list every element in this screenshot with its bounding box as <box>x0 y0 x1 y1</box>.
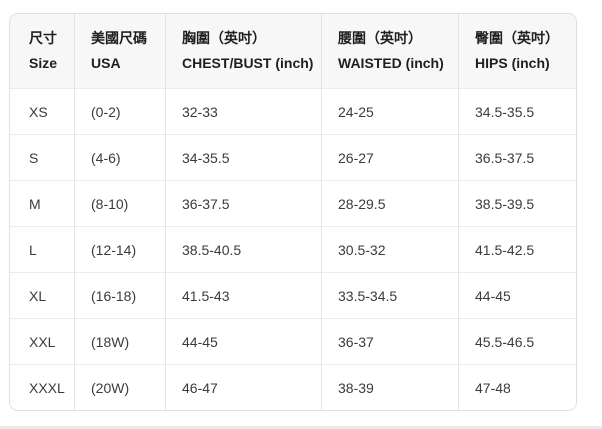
cell-usa: (4-6) <box>74 134 165 180</box>
cell-hips: 34.5-35.5 <box>458 88 576 134</box>
column-header-waist: 腰圍（英吋） WAISTED (inch) <box>321 14 458 88</box>
cell-size: XXXL <box>10 364 74 410</box>
cell-usa: (16-18) <box>74 272 165 318</box>
cell-waist: 28-29.5 <box>321 180 458 226</box>
cell-waist: 36-37 <box>321 318 458 364</box>
table-row-xxl: XXL (18W) 44-45 36-37 45.5-46.5 <box>10 318 576 364</box>
cell-hips: 36.5-37.5 <box>458 134 576 180</box>
cell-chest: 46-47 <box>165 364 321 410</box>
cell-waist: 33.5-34.5 <box>321 272 458 318</box>
column-header-size-zh: 尺寸 <box>29 30 57 46</box>
cell-waist: 38-39 <box>321 364 458 410</box>
header-row: 尺寸 Size 美國尺碼 USA 胸圍（英吋） CHEST/BUST (inch… <box>10 14 576 88</box>
cell-size: S <box>10 134 74 180</box>
cell-usa: (12-14) <box>74 226 165 272</box>
cell-hips: 45.5-46.5 <box>458 318 576 364</box>
column-header-hips-en: HIPS (inch) <box>475 55 550 71</box>
page-bottom-divider <box>0 426 602 429</box>
column-header-chest: 胸圍（英吋） CHEST/BUST (inch) <box>165 14 321 88</box>
cell-waist: 24-25 <box>321 88 458 134</box>
cell-hips: 38.5-39.5 <box>458 180 576 226</box>
column-header-chest-en: CHEST/BUST (inch) <box>182 55 314 71</box>
cell-size: XL <box>10 272 74 318</box>
column-header-waist-zh: 腰圍（英吋） <box>338 30 422 46</box>
table-header: 尺寸 Size 美國尺碼 USA 胸圍（英吋） CHEST/BUST (inch… <box>10 14 576 88</box>
column-header-hips: 臀圍（英吋） HIPS (inch) <box>458 14 576 88</box>
table-body: XS (0-2) 32-33 24-25 34.5-35.5 S (4-6) 3… <box>10 88 576 410</box>
column-header-size-en: Size <box>29 55 58 71</box>
table-row-m: M (8-10) 36-37.5 28-29.5 38.5-39.5 <box>10 180 576 226</box>
cell-chest: 44-45 <box>165 318 321 364</box>
cell-chest: 36-37.5 <box>165 180 321 226</box>
cell-size: XXL <box>10 318 74 364</box>
cell-size: XS <box>10 88 74 134</box>
cell-hips: 44-45 <box>458 272 576 318</box>
table-row-s: S (4-6) 34-35.5 26-27 36.5-37.5 <box>10 134 576 180</box>
column-header-waist-en: WAISTED (inch) <box>338 55 444 71</box>
cell-chest: 34-35.5 <box>165 134 321 180</box>
cell-waist: 26-27 <box>321 134 458 180</box>
table-row-l: L (12-14) 38.5-40.5 30.5-32 41.5-42.5 <box>10 226 576 272</box>
table-row-xs: XS (0-2) 32-33 24-25 34.5-35.5 <box>10 88 576 134</box>
cell-chest: 41.5-43 <box>165 272 321 318</box>
table-row-xxxl: XXXL (20W) 46-47 38-39 47-48 <box>10 364 576 410</box>
size-chart-container: 尺寸 Size 美國尺碼 USA 胸圍（英吋） CHEST/BUST (inch… <box>9 13 577 411</box>
column-header-usa-en: USA <box>91 55 121 71</box>
cell-size: L <box>10 226 74 272</box>
cell-chest: 32-33 <box>165 88 321 134</box>
cell-usa: (8-10) <box>74 180 165 226</box>
cell-usa: (0-2) <box>74 88 165 134</box>
column-header-usa: 美國尺碼 USA <box>74 14 165 88</box>
column-header-usa-zh: 美國尺碼 <box>91 30 147 46</box>
cell-chest: 38.5-40.5 <box>165 226 321 272</box>
cell-usa: (20W) <box>74 364 165 410</box>
cell-usa: (18W) <box>74 318 165 364</box>
column-header-chest-zh: 胸圍（英吋） <box>182 30 266 46</box>
cell-size: M <box>10 180 74 226</box>
cell-hips: 47-48 <box>458 364 576 410</box>
column-header-size: 尺寸 Size <box>10 14 74 88</box>
column-header-hips-zh: 臀圍（英吋） <box>475 30 559 46</box>
cell-waist: 30.5-32 <box>321 226 458 272</box>
table-row-xl: XL (16-18) 41.5-43 33.5-34.5 44-45 <box>10 272 576 318</box>
size-chart-table: 尺寸 Size 美國尺碼 USA 胸圍（英吋） CHEST/BUST (inch… <box>10 14 576 410</box>
cell-hips: 41.5-42.5 <box>458 226 576 272</box>
